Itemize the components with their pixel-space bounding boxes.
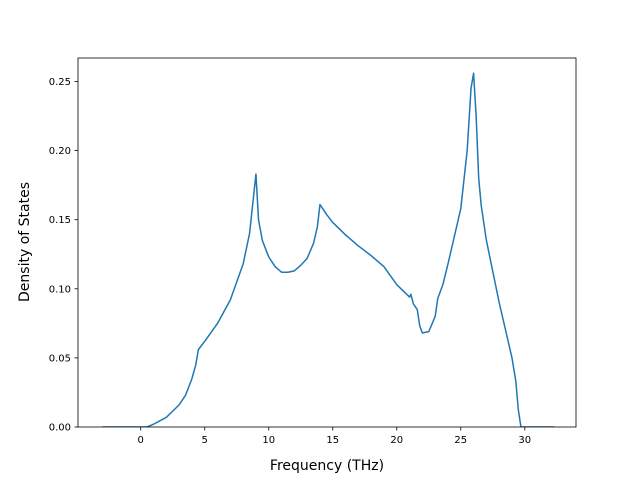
y-tick-label: 0.25 [49,77,71,88]
y-tick-label: 0.10 [49,284,71,295]
x-axis-label: Frequency (THz) [270,458,384,474]
x-tick-label: 0 [138,435,144,446]
x-tick-label: 25 [454,435,467,446]
y-axis-label: Density of States [17,182,33,302]
y-tick-label: 0.00 [49,423,71,434]
plot-frame [77,57,577,428]
y-tick-label: 0.20 [49,146,71,157]
y-tick-label: 0.15 [49,215,71,226]
x-tick-label: 15 [326,435,339,446]
y-tick-label: 0.05 [49,353,71,364]
x-tick-label: 30 [518,435,531,446]
x-tick-label: 20 [390,435,403,446]
dos-line [102,72,555,427]
x-tick-label: 5 [202,435,208,446]
x-tick-label: 10 [262,435,275,446]
